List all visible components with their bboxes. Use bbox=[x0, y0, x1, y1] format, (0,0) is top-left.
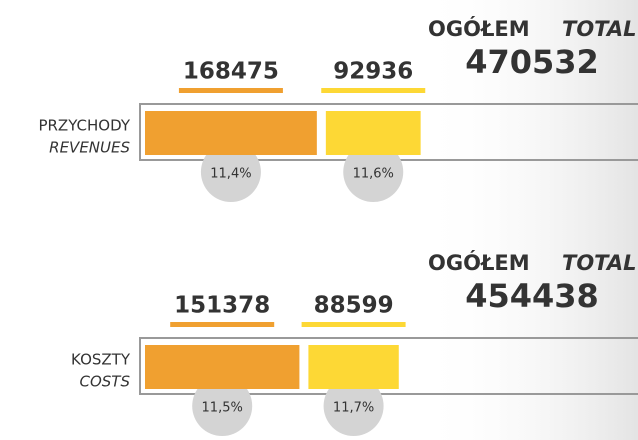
bar bbox=[308, 345, 398, 389]
total-value: 454438 bbox=[465, 277, 599, 315]
share-label: 11,4% bbox=[210, 167, 251, 182]
value-label: 151378 bbox=[174, 293, 270, 319]
bar bbox=[145, 111, 317, 155]
value-underline bbox=[302, 322, 406, 327]
total-label-en: TOTAL bbox=[562, 17, 637, 41]
total-label: OGÓŁEM bbox=[428, 250, 530, 275]
row-label-en: COSTS bbox=[80, 373, 131, 391]
share-label: 11,5% bbox=[202, 401, 243, 416]
bar bbox=[145, 345, 299, 389]
infographic: OGÓŁEMTOTAL470532PRZYCHODYREVENUES11,4%1… bbox=[0, 0, 638, 440]
value-label: 168475 bbox=[183, 59, 279, 85]
total-label-en: TOTAL bbox=[562, 251, 637, 275]
share-label: 11,6% bbox=[353, 167, 394, 182]
row-label: PRZYCHODY bbox=[38, 117, 130, 135]
value-label: 88599 bbox=[314, 293, 394, 319]
value-label: 92936 bbox=[333, 59, 413, 85]
bar bbox=[326, 111, 421, 155]
row-label-en: REVENUES bbox=[49, 139, 130, 157]
total-value: 470532 bbox=[465, 43, 599, 81]
share-label: 11,7% bbox=[333, 401, 374, 416]
value-underline bbox=[179, 88, 283, 93]
total-label: OGÓŁEM bbox=[428, 16, 530, 41]
row-label: KOSZTY bbox=[71, 351, 131, 369]
value-underline bbox=[321, 88, 425, 93]
value-underline bbox=[170, 322, 274, 327]
